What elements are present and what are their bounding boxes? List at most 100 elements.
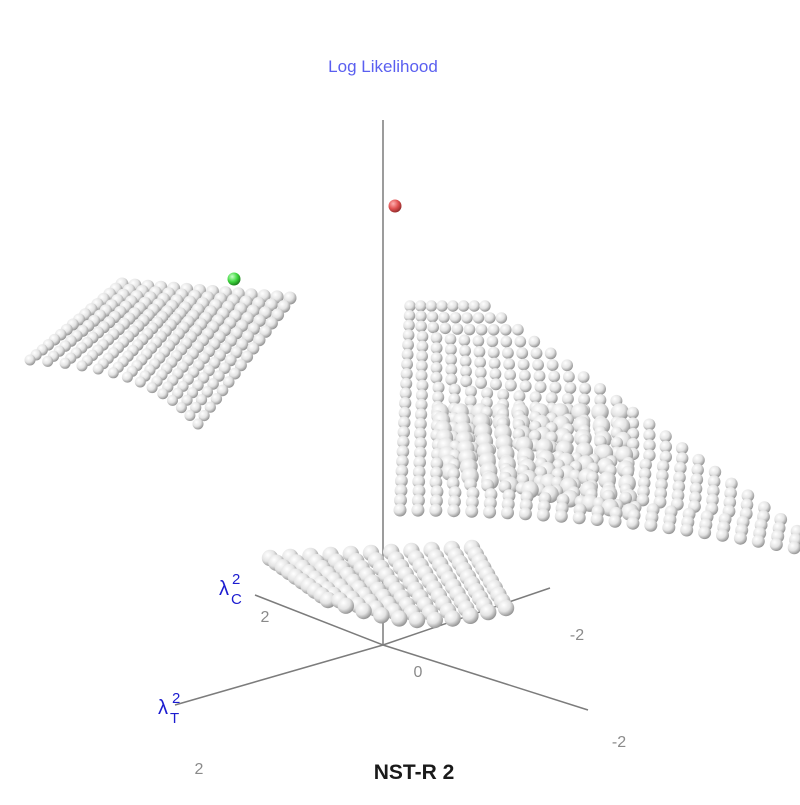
grid-point-sphere — [518, 359, 530, 371]
grid-point-sphere — [147, 382, 158, 393]
grid-point-sphere — [415, 321, 427, 333]
maximum-point-sphere — [389, 200, 402, 213]
grid-point-sphere — [426, 300, 437, 311]
grid-point-sphere — [459, 335, 471, 347]
y-axis-label-base: λ — [219, 578, 229, 600]
grid-point-sphere — [475, 377, 487, 389]
grid-point-sphere — [479, 300, 490, 311]
grid-point-sphere — [531, 347, 543, 359]
grid-point-sphere — [548, 371, 560, 383]
grid-point-sphere — [532, 359, 544, 371]
grid-point-sphere — [135, 377, 146, 388]
grid-point-sphere — [573, 511, 586, 524]
tick-label: -2 — [570, 627, 584, 644]
grid-point-sphere — [519, 507, 532, 520]
tick-label: 2 — [195, 761, 204, 778]
grid-point-sphere — [415, 300, 426, 311]
grid-point-sphere — [698, 526, 711, 539]
grid-point-sphere — [680, 524, 693, 537]
grid-point-sphere — [547, 359, 559, 371]
grid-point-sphere — [447, 504, 460, 517]
highlighted-points — [228, 200, 402, 286]
x-axis-label-sup: 2 — [172, 690, 180, 707]
grid-point-sphere — [427, 311, 438, 322]
x-axis-label-sub: T — [170, 710, 179, 727]
grid-point-sphere — [498, 600, 514, 616]
grid-point-sphere — [462, 608, 478, 624]
tick-label: -2 — [612, 734, 626, 751]
grid-point-sphere — [184, 410, 195, 421]
sphere-surface — [25, 278, 800, 629]
grid-point-sphere — [469, 300, 480, 311]
grid-point-sphere — [561, 359, 573, 371]
grid-point-sphere — [535, 381, 547, 393]
grid-point-sphere — [537, 509, 550, 522]
grid-point-sphere — [122, 372, 133, 383]
grid-point-sphere — [519, 370, 531, 382]
grid-point-sphere — [579, 383, 591, 395]
grid-point-sphere — [563, 371, 575, 383]
grid-point-sphere — [452, 323, 464, 335]
grid-point-sphere — [549, 382, 561, 394]
grid-point-sphere — [473, 312, 484, 323]
grid-point-sphere — [338, 598, 354, 614]
grid-point-sphere — [60, 358, 71, 369]
grid-point-sphere — [460, 375, 472, 387]
chart-title: NST-R 2 — [374, 761, 455, 784]
grid-point-sphere — [490, 378, 502, 390]
y-axis-label-sup: 2 — [232, 571, 240, 588]
grid-point-sphere — [501, 506, 514, 519]
grid-point-sphere — [474, 357, 486, 369]
grid-point-sphere — [502, 347, 514, 359]
grid-point-sphere — [578, 371, 590, 383]
grid-point-sphere — [474, 346, 486, 358]
grid-point-sphere — [394, 504, 407, 517]
grid-point-sphere — [157, 388, 168, 399]
grid-point-sphere — [500, 324, 512, 336]
tick-label: 0 — [414, 664, 423, 681]
grid-point-sphere — [643, 419, 655, 431]
grid-point-sphere — [176, 402, 187, 413]
grid-point-sphere — [461, 312, 472, 323]
grid-point-sphere — [594, 383, 606, 395]
grid-point-sphere — [534, 370, 546, 382]
grid-point-sphere — [716, 529, 729, 542]
grid-point-sphere — [515, 336, 527, 348]
grid-point-sphere — [167, 395, 178, 406]
grid-point-sphere — [734, 532, 747, 545]
grid-point-sphere — [415, 311, 426, 322]
grid-point-sphere — [488, 347, 500, 359]
grid-point-sphere — [609, 515, 622, 528]
grid-point-sphere — [476, 324, 488, 336]
grid-point-sphere — [373, 607, 389, 623]
grid-point-sphere — [490, 368, 502, 380]
grid-point-sphere — [440, 323, 452, 335]
grid-point-sphere — [520, 380, 532, 392]
grid-point-sphere — [459, 345, 471, 357]
secondary-point-sphere — [228, 273, 241, 286]
grid-point-sphere — [484, 312, 495, 323]
grid-point-sphere — [627, 407, 639, 419]
grid-point-sphere — [25, 355, 36, 366]
grid-point-sphere — [512, 324, 524, 336]
grid-point-sphere — [626, 517, 639, 530]
grid-point-sphere — [427, 322, 439, 334]
grid-point-sphere — [450, 312, 461, 323]
grid-point-sphere — [193, 419, 204, 430]
grid-point-sphere — [496, 312, 507, 323]
grid-point-sphere — [464, 324, 476, 336]
grid-point-sphere — [770, 538, 783, 551]
grid-point-sphere — [108, 367, 119, 378]
grid-point-sphere — [445, 344, 457, 356]
grid-point-sphere — [529, 336, 541, 348]
grid-point-sphere — [752, 535, 765, 548]
grid-point-sphere — [409, 612, 425, 628]
grid-point-sphere — [473, 335, 485, 347]
grid-point-sphere — [465, 505, 478, 518]
grid-point-sphere — [564, 382, 576, 394]
grid-point-sphere — [504, 369, 516, 381]
grid-point-sphere — [483, 506, 496, 519]
tick-label: 2 — [261, 609, 270, 626]
